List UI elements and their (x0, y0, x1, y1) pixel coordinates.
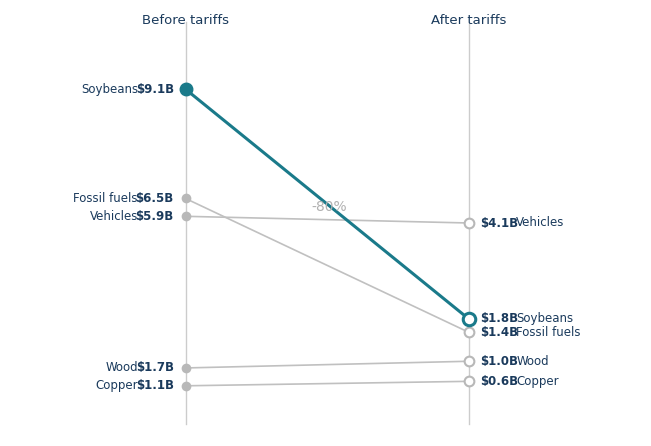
Text: $1.7B: $1.7B (136, 361, 174, 375)
Text: $0.6B: $0.6B (480, 375, 519, 388)
Text: Vehicles: Vehicles (516, 216, 565, 230)
Text: Soybeans: Soybeans (81, 83, 138, 96)
Text: $9.1B: $9.1B (135, 83, 174, 96)
Text: $1.0B: $1.0B (480, 355, 518, 368)
Text: Fossil fuels: Fossil fuels (74, 192, 138, 205)
Text: -80%: -80% (311, 200, 346, 215)
Text: After tariffs: After tariffs (431, 14, 506, 27)
Text: Before tariffs: Before tariffs (142, 14, 229, 27)
Text: $1.1B: $1.1B (136, 379, 174, 392)
Text: $1.8B: $1.8B (480, 312, 519, 326)
Text: Fossil fuels: Fossil fuels (516, 326, 581, 339)
Text: $1.4B: $1.4B (480, 326, 519, 339)
Text: Copper: Copper (95, 379, 138, 392)
Text: Vehicles: Vehicles (89, 210, 138, 223)
Text: Wood: Wood (105, 361, 138, 375)
Text: $5.9B: $5.9B (135, 210, 174, 223)
Text: Soybeans: Soybeans (516, 312, 574, 326)
Text: Copper: Copper (516, 375, 559, 388)
Text: $4.1B: $4.1B (480, 216, 519, 230)
Text: Wood: Wood (516, 355, 549, 368)
Text: $6.5B: $6.5B (135, 192, 174, 205)
